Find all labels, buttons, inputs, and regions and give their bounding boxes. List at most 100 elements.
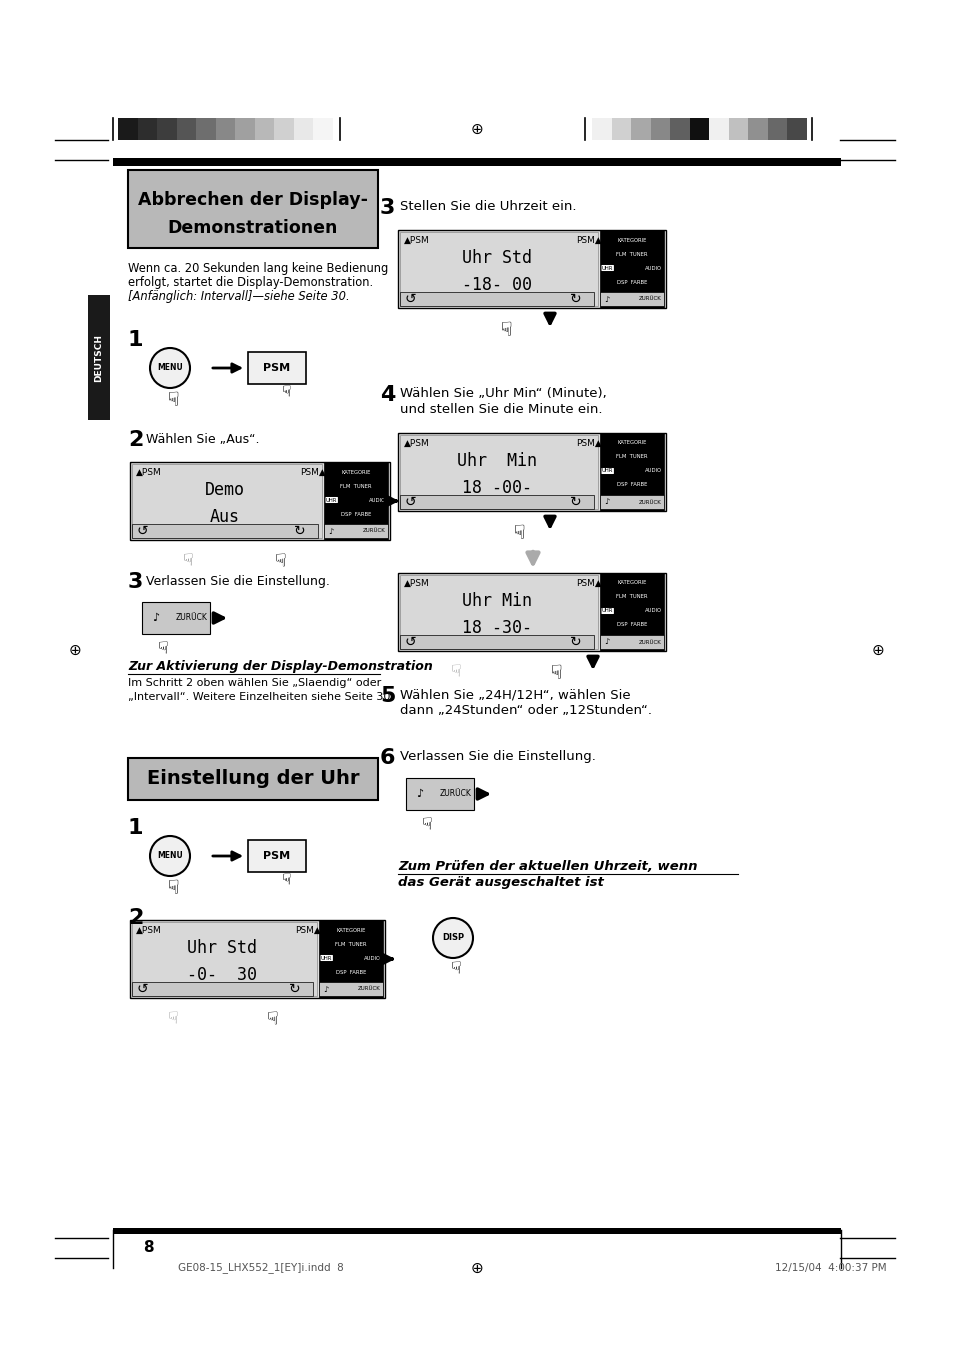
Bar — [669, 118, 689, 141]
Bar — [196, 118, 215, 141]
Bar — [132, 524, 317, 538]
Text: ↻: ↻ — [570, 635, 581, 648]
Text: UHR: UHR — [601, 469, 613, 473]
Text: ☞: ☞ — [151, 640, 169, 655]
Text: Verlassen Sie die Einstellung.: Verlassen Sie die Einstellung. — [146, 576, 330, 588]
Text: ▲PSM: ▲PSM — [403, 439, 429, 447]
Bar — [318, 920, 382, 998]
Bar — [132, 982, 313, 996]
Text: AUDIO: AUDIO — [644, 266, 661, 270]
Text: UHR: UHR — [601, 266, 613, 270]
Text: UHR: UHR — [320, 955, 332, 961]
Text: DSP  FARBE: DSP FARBE — [335, 970, 366, 974]
Text: ☞: ☞ — [443, 961, 461, 975]
Bar — [599, 573, 663, 651]
Bar — [406, 778, 474, 811]
Text: 2: 2 — [128, 430, 143, 450]
Text: 8: 8 — [143, 1240, 153, 1255]
Text: ↺: ↺ — [404, 494, 416, 509]
Bar — [176, 118, 196, 141]
Bar — [274, 118, 294, 141]
Text: Abbrechen der Display-: Abbrechen der Display- — [138, 190, 368, 209]
Bar — [294, 118, 314, 141]
Text: UHR: UHR — [601, 608, 613, 613]
Text: 4: 4 — [379, 385, 395, 405]
Text: 18 -00-: 18 -00- — [461, 480, 532, 497]
Text: Zur Aktivierung der Display-Demonstration: Zur Aktivierung der Display-Demonstratio… — [128, 661, 433, 673]
Text: DSP  FARBE: DSP FARBE — [617, 482, 646, 488]
Text: ☞: ☞ — [506, 523, 525, 540]
Bar — [611, 118, 631, 141]
Bar — [248, 840, 306, 871]
Text: 1: 1 — [128, 330, 143, 350]
Text: ☞: ☞ — [269, 553, 287, 569]
Text: und stellen Sie die Minute ein.: und stellen Sie die Minute ein. — [399, 403, 602, 416]
Text: ↻: ↻ — [294, 524, 306, 538]
Text: ☞: ☞ — [276, 384, 292, 397]
Bar — [157, 118, 176, 141]
Text: Wählen Sie „24H/12H“, wählen Sie: Wählen Sie „24H/12H“, wählen Sie — [399, 688, 630, 701]
Text: ZURÜCK: ZURÜCK — [639, 639, 661, 644]
Bar — [88, 295, 110, 420]
Bar — [314, 118, 333, 141]
Bar — [324, 524, 388, 538]
Text: Wählen Sie „Uhr Min“ (Minute),: Wählen Sie „Uhr Min“ (Minute), — [399, 386, 606, 400]
Text: PSM: PSM — [263, 363, 291, 373]
Text: ☞: ☞ — [543, 663, 562, 681]
Text: Aus: Aus — [210, 508, 240, 526]
Text: ↻: ↻ — [570, 494, 581, 509]
Circle shape — [433, 917, 473, 958]
Bar — [728, 118, 747, 141]
Text: ↻: ↻ — [289, 982, 300, 996]
Text: PSM▲: PSM▲ — [294, 925, 320, 935]
Text: 12/15/04  4:00:37 PM: 12/15/04 4:00:37 PM — [774, 1263, 885, 1273]
Text: Uhr Std: Uhr Std — [188, 939, 257, 957]
Bar — [137, 118, 157, 141]
Text: ↺: ↺ — [404, 292, 416, 305]
Text: ↺: ↺ — [136, 524, 148, 538]
Text: [Anfänglich: Intervall]—siehe Seite 30.: [Anfänglich: Intervall]—siehe Seite 30. — [128, 290, 349, 303]
Text: 2: 2 — [128, 908, 143, 928]
Text: DSP  FARBE: DSP FARBE — [340, 512, 371, 516]
Text: Uhr  Min: Uhr Min — [456, 453, 537, 470]
Circle shape — [150, 836, 190, 875]
Text: Zum Prüfen der aktuellen Uhrzeit, wenn: Zum Prüfen der aktuellen Uhrzeit, wenn — [397, 861, 697, 873]
Circle shape — [150, 349, 190, 388]
Text: ZURÜCK: ZURÜCK — [639, 500, 661, 504]
Text: ☞: ☞ — [443, 663, 461, 678]
Bar — [599, 230, 663, 308]
Text: AUDIO: AUDIO — [644, 469, 661, 473]
Bar — [128, 170, 377, 249]
Text: PSM▲: PSM▲ — [576, 235, 601, 245]
Text: GE08-15_LHX552_1[EY]i.indd  8: GE08-15_LHX552_1[EY]i.indd 8 — [178, 1263, 343, 1274]
Text: DSP  FARBE: DSP FARBE — [617, 623, 646, 627]
Text: Wählen Sie „Aus“.: Wählen Sie „Aus“. — [146, 434, 259, 446]
Text: PSM: PSM — [263, 851, 291, 861]
Text: ⊕: ⊕ — [69, 643, 81, 658]
Text: erfolgt, startet die Display-Demonstration.: erfolgt, startet die Display-Demonstrati… — [128, 276, 373, 289]
Text: ♪: ♪ — [328, 527, 333, 535]
Text: Demo: Demo — [205, 481, 245, 499]
Text: ZURÜCK: ZURÜCK — [176, 613, 208, 623]
Text: dann „24Stunden“ oder „12Stunden“.: dann „24Stunden“ oder „12Stunden“. — [399, 704, 651, 717]
Text: ▲PSM: ▲PSM — [136, 467, 162, 477]
Text: -0-  30: -0- 30 — [188, 966, 257, 984]
Bar — [747, 118, 767, 141]
Text: Im Schritt 2 oben wählen Sie „Slaendig“ oder: Im Schritt 2 oben wählen Sie „Slaendig“ … — [128, 678, 381, 688]
Text: 3: 3 — [128, 571, 143, 592]
Text: 5: 5 — [379, 686, 395, 707]
Bar — [130, 920, 385, 998]
Text: ☞: ☞ — [415, 816, 433, 831]
Text: 18 -30-: 18 -30- — [461, 619, 532, 638]
Text: ↺: ↺ — [136, 982, 148, 996]
Text: ▲PSM: ▲PSM — [403, 578, 429, 588]
Text: ♪: ♪ — [603, 497, 609, 507]
Bar — [599, 292, 663, 305]
Bar — [599, 434, 663, 511]
Text: FLM  TUNER: FLM TUNER — [335, 942, 366, 947]
Text: ↺: ↺ — [404, 635, 416, 648]
Bar — [397, 230, 665, 308]
Text: ♪: ♪ — [416, 789, 423, 798]
Bar — [599, 494, 663, 509]
Bar — [599, 635, 663, 648]
